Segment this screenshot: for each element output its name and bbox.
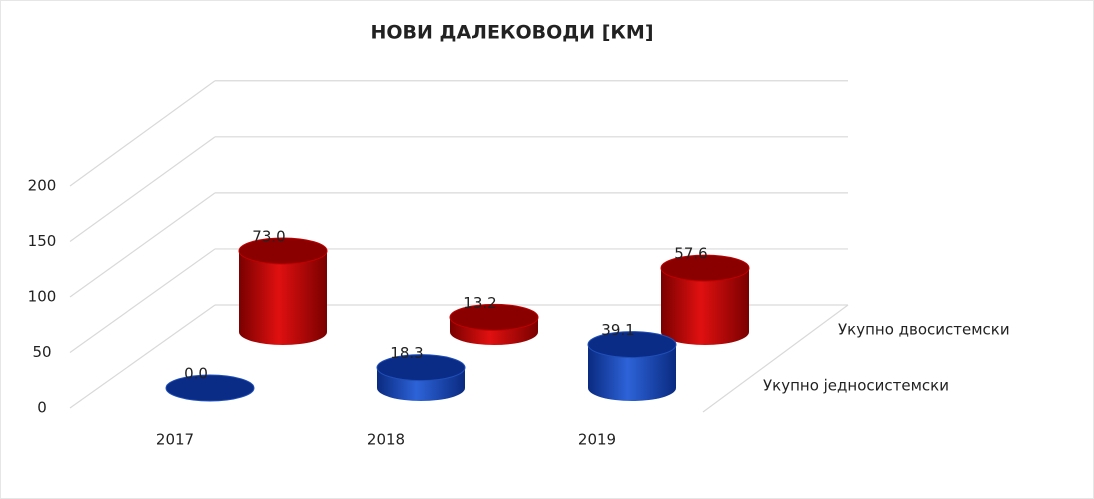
x-tick-label: 2019 bbox=[578, 431, 616, 449]
x-tick-label: 2017 bbox=[156, 431, 194, 449]
legend-label: Укупно једносистемски bbox=[763, 377, 949, 395]
chart-title: НОВИ ДАЛЕКОВОДИ [КМ] bbox=[371, 22, 654, 44]
cylinder bbox=[449, 303, 539, 345]
y-tick-label: 200 bbox=[28, 177, 57, 195]
data-label: 13.2 bbox=[463, 294, 496, 312]
data-label: 39.1 bbox=[601, 321, 634, 339]
cylinder bbox=[238, 237, 328, 345]
side-grid-line bbox=[69, 192, 216, 298]
data-label: 18.3 bbox=[390, 344, 423, 362]
cylinder-top bbox=[587, 331, 677, 359]
cylinder-body bbox=[661, 268, 749, 345]
data-label: 73.0 bbox=[252, 227, 285, 245]
x-tick-label: 2018 bbox=[367, 431, 405, 449]
y-tick-label: 100 bbox=[28, 288, 57, 306]
data-label: 57.6 bbox=[674, 245, 707, 263]
y-tick-label: 0 bbox=[37, 399, 47, 417]
y-tick-label: 150 bbox=[28, 232, 57, 250]
data-label: 0.0 bbox=[184, 365, 208, 383]
legend-label: Укупно двосистемски bbox=[838, 321, 1010, 339]
floor-edge bbox=[702, 304, 849, 413]
side-grid-line bbox=[69, 304, 216, 409]
cylinder bbox=[587, 331, 677, 401]
cylinder bbox=[165, 374, 255, 402]
side-grid-line bbox=[69, 248, 216, 353]
cylinder-body bbox=[239, 250, 327, 345]
y-tick-label: 50 bbox=[32, 343, 51, 361]
side-grid-line bbox=[69, 80, 216, 187]
side-grid-line bbox=[69, 136, 216, 242]
cylinder-body bbox=[588, 344, 676, 401]
cylinder bbox=[376, 354, 466, 401]
cylinder bbox=[660, 254, 750, 345]
cylinder-top bbox=[660, 254, 750, 282]
cylinder-top bbox=[238, 237, 328, 265]
cylinder-top bbox=[376, 354, 466, 382]
cylinder-top bbox=[165, 374, 255, 402]
cylinder-top bbox=[449, 303, 539, 331]
